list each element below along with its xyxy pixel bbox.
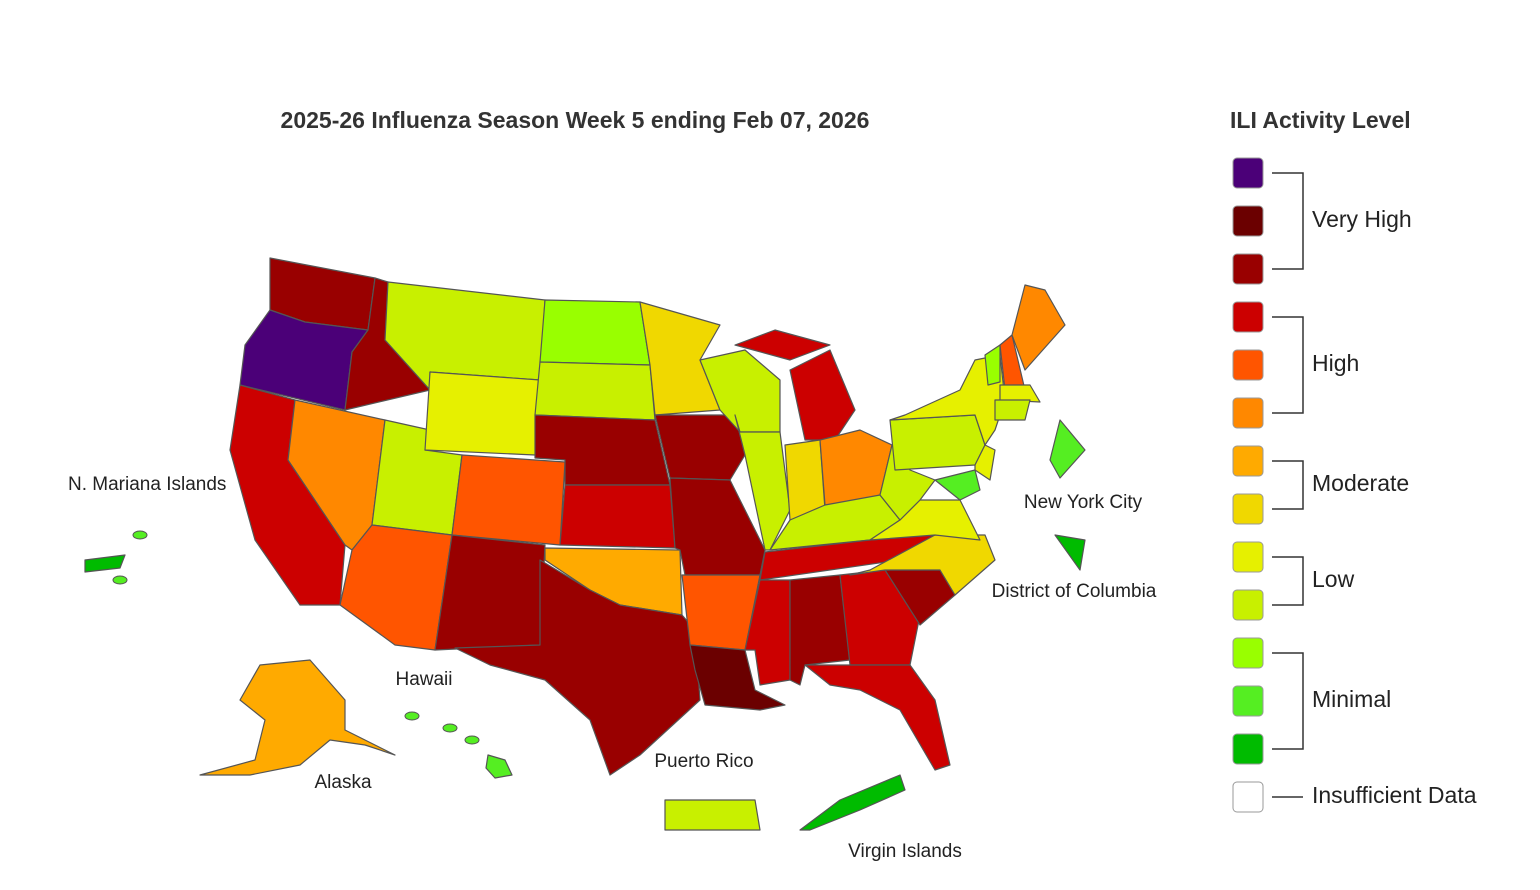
place-label: N. Mariana Islands xyxy=(68,474,226,495)
place-label: District of Columbia xyxy=(992,581,1157,602)
region xyxy=(734,329,831,361)
region xyxy=(689,644,786,711)
legend-swatch xyxy=(1232,733,1264,765)
island xyxy=(404,711,420,721)
place-label: New York City xyxy=(1024,492,1143,513)
legend-swatch xyxy=(1232,301,1264,333)
region xyxy=(799,774,906,831)
region xyxy=(434,534,546,651)
region xyxy=(734,414,791,551)
legend-bracket xyxy=(1272,652,1304,750)
region xyxy=(789,349,856,441)
region xyxy=(559,484,676,549)
legend-swatch xyxy=(1232,349,1264,381)
place-label: Virgin Islands xyxy=(848,841,962,862)
place-label: Puerto Rico xyxy=(654,751,753,772)
island xyxy=(112,575,128,585)
map-title: 2025-26 Influenza Season Week 5 ending F… xyxy=(281,107,870,133)
region xyxy=(994,399,1031,421)
legend-bracket xyxy=(1272,172,1304,270)
legend-swatch xyxy=(1232,589,1264,621)
legend-label: Very High xyxy=(1312,206,1412,232)
legend-label: High xyxy=(1312,350,1359,376)
legend-swatch xyxy=(1232,493,1264,525)
region xyxy=(1049,419,1086,479)
island xyxy=(464,735,480,745)
legend-swatch xyxy=(1232,637,1264,669)
legend-label: Insufficient Data xyxy=(1312,782,1477,808)
region xyxy=(664,799,761,831)
region xyxy=(999,384,1041,403)
legend-swatch xyxy=(1232,253,1264,285)
island xyxy=(132,530,148,540)
place-label: Hawaii xyxy=(395,669,452,690)
region xyxy=(84,554,126,573)
legend-swatch xyxy=(1232,685,1264,717)
region xyxy=(424,371,541,456)
legend-swatch xyxy=(1232,157,1264,189)
region xyxy=(1054,534,1086,571)
legend-swatch xyxy=(1232,541,1264,573)
legend-swatch xyxy=(1232,781,1264,813)
legend-bracket xyxy=(1272,556,1304,606)
legend-label: Minimal xyxy=(1312,686,1391,712)
region xyxy=(984,344,1001,386)
region xyxy=(339,524,453,651)
region xyxy=(654,414,746,481)
legend-swatch xyxy=(1232,397,1264,429)
region xyxy=(889,414,986,471)
region xyxy=(454,559,701,776)
region xyxy=(974,444,996,481)
region xyxy=(199,659,396,776)
region xyxy=(669,477,766,576)
region xyxy=(485,754,513,779)
region xyxy=(534,361,656,421)
legend-title: ILI Activity Level xyxy=(1230,107,1411,133)
region xyxy=(451,454,566,546)
region xyxy=(539,299,651,366)
island xyxy=(442,723,458,733)
legend-swatch xyxy=(1232,445,1264,477)
region xyxy=(934,469,981,501)
region xyxy=(1011,284,1066,371)
legend-swatch xyxy=(1232,205,1264,237)
place-label: Alaska xyxy=(314,772,371,793)
legend-bracket xyxy=(1272,460,1304,510)
legend-label: Low xyxy=(1312,566,1355,592)
legend-bracket xyxy=(1272,316,1304,414)
region xyxy=(804,664,951,771)
legend-label: Moderate xyxy=(1312,470,1409,496)
